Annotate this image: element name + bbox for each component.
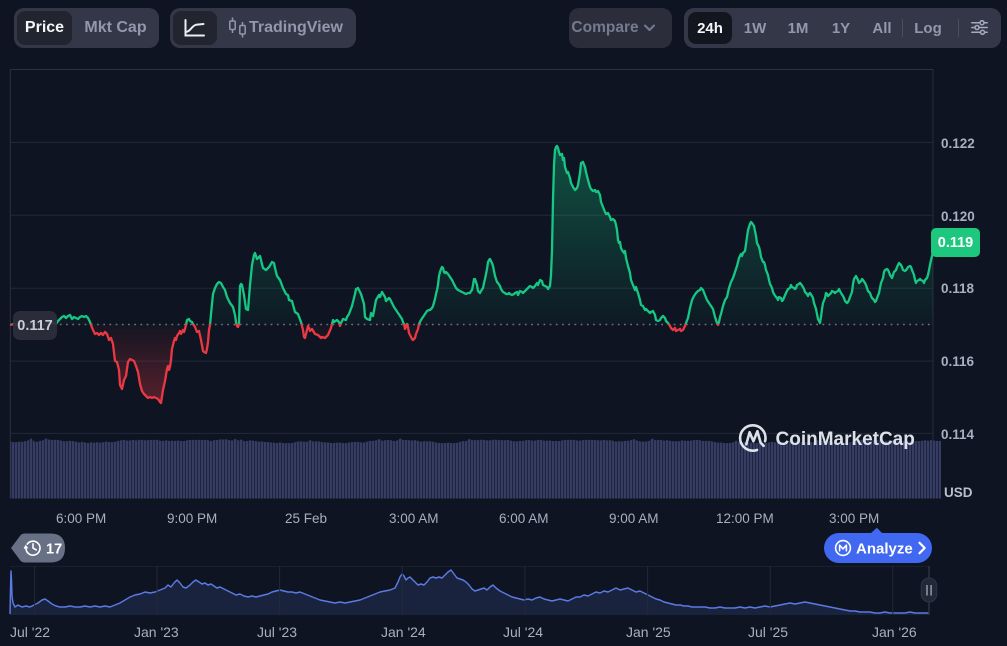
svg-text:17: 17 [46, 542, 62, 558]
svg-text:Analyze: Analyze [856, 540, 913, 557]
svg-text:CoinMarketCap: CoinMarketCap [776, 429, 915, 450]
